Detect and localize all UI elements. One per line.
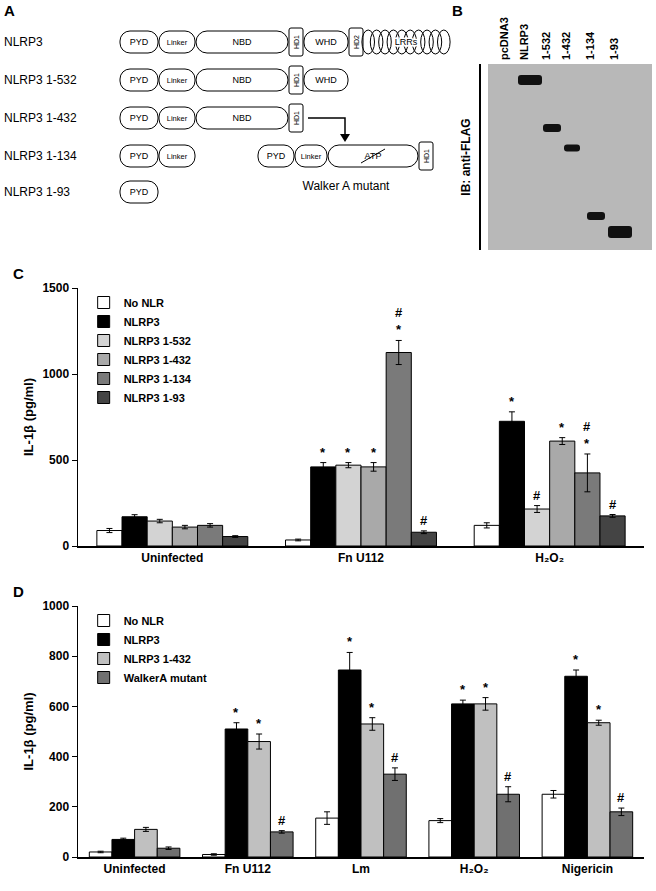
svg-text:*: *: [233, 705, 239, 720]
svg-text:NLRP3 1-432: NLRP3 1-432: [4, 111, 77, 125]
svg-text:Fn U112: Fn U112: [338, 551, 384, 565]
svg-text:400: 400: [49, 750, 69, 764]
svg-text:PYD: PYD: [130, 187, 149, 197]
svg-text:Uninfected: Uninfected: [104, 862, 166, 876]
svg-text:NLRP3: NLRP3: [124, 316, 160, 328]
svg-text:#*: #*: [395, 305, 403, 337]
svg-text:Lm: Lm: [352, 862, 370, 876]
svg-text:800: 800: [49, 649, 69, 663]
svg-text:IL-1β (pg/ml): IL-1β (pg/ml): [21, 378, 36, 456]
svg-text:PYD: PYD: [130, 113, 149, 123]
svg-text:*: *: [347, 634, 353, 649]
svg-text:NLRP3 1-93: NLRP3 1-93: [4, 185, 70, 199]
svg-text:No NLR: No NLR: [124, 615, 164, 627]
svg-text:1-93: 1-93: [608, 38, 620, 60]
svg-text:0: 0: [62, 850, 69, 864]
svg-text:PYD: PYD: [130, 151, 149, 161]
svg-text:#: #: [420, 513, 428, 528]
svg-text:WalkerA mutant: WalkerA mutant: [124, 672, 207, 684]
svg-text:Linker: Linker: [167, 76, 188, 85]
svg-text:*: *: [483, 680, 489, 695]
svg-text:*: *: [320, 445, 326, 460]
svg-text:Linker: Linker: [301, 152, 322, 161]
svg-text:Fn U112: Fn U112: [225, 862, 271, 876]
svg-text:D: D: [13, 583, 24, 600]
svg-text:NLRP3: NLRP3: [518, 24, 530, 60]
svg-text:0: 0: [62, 539, 69, 553]
svg-text:LRRs: LRRs: [395, 37, 418, 47]
svg-text:H₂O₂: H₂O₂: [460, 862, 489, 876]
svg-text:*: *: [509, 394, 515, 409]
svg-text:ATP: ATP: [364, 151, 382, 161]
svg-text:WHD: WHD: [315, 37, 337, 47]
svg-text:#: #: [278, 813, 286, 828]
svg-text:Uninfected: Uninfected: [141, 551, 203, 565]
svg-text:#: #: [609, 497, 617, 512]
svg-text:*: *: [460, 682, 466, 697]
svg-text:Linker: Linker: [167, 152, 188, 161]
svg-text:*: *: [256, 716, 262, 731]
svg-text:NLRP3 1-134: NLRP3 1-134: [4, 149, 77, 163]
svg-text:PYD: PYD: [130, 75, 149, 85]
svg-text:1000: 1000: [42, 599, 69, 613]
svg-text:NLRP3: NLRP3: [124, 634, 160, 646]
svg-text:*: *: [345, 445, 351, 460]
svg-text:B: B: [452, 2, 463, 19]
svg-text:500: 500: [49, 453, 69, 467]
svg-text:PYD: PYD: [267, 151, 286, 161]
svg-text:1500: 1500: [42, 281, 69, 295]
svg-text:NBD: NBD: [232, 37, 252, 47]
svg-text:NBD: NBD: [232, 75, 252, 85]
svg-text:PYD: PYD: [130, 37, 149, 47]
svg-text:600: 600: [49, 700, 69, 714]
svg-text:*: *: [369, 700, 375, 715]
svg-text:200: 200: [49, 800, 69, 814]
svg-text:*: *: [573, 652, 579, 667]
svg-text:HD1: HD1: [293, 73, 300, 87]
svg-text:#: #: [391, 750, 399, 765]
svg-text:C: C: [13, 265, 24, 282]
svg-text:No NLR: No NLR: [124, 297, 164, 309]
svg-text:*: *: [596, 702, 602, 717]
svg-text:NLRP3: NLRP3: [4, 35, 43, 49]
svg-text:Linker: Linker: [167, 38, 188, 47]
svg-text:HD2: HD2: [353, 35, 360, 49]
svg-text:#*: #*: [583, 419, 591, 451]
svg-text:1-134: 1-134: [584, 31, 596, 60]
svg-text:NLRP3 1-432: NLRP3 1-432: [124, 653, 191, 665]
svg-text:*: *: [559, 420, 565, 435]
svg-text:HD1: HD1: [423, 149, 430, 163]
svg-text:1000: 1000: [42, 367, 69, 381]
svg-text:NBD: NBD: [232, 113, 252, 123]
svg-text:WHD: WHD: [315, 75, 337, 85]
svg-text:1-432: 1-432: [560, 32, 572, 60]
svg-text:A: A: [4, 2, 15, 19]
svg-text:NLRP3 1-93: NLRP3 1-93: [124, 392, 185, 404]
svg-text:Linker: Linker: [167, 114, 188, 123]
svg-text:#: #: [504, 769, 512, 784]
svg-text:H₂O₂: H₂O₂: [535, 551, 564, 565]
svg-text:NLRP3 1-532: NLRP3 1-532: [4, 73, 77, 87]
svg-text:HD1: HD1: [293, 111, 300, 125]
svg-text:*: *: [371, 445, 377, 460]
svg-text:HD1: HD1: [293, 35, 300, 49]
svg-text:Nigericin: Nigericin: [562, 862, 613, 876]
svg-text:IL-1β (pg/ml): IL-1β (pg/ml): [21, 693, 36, 771]
svg-text:pcDNA3: pcDNA3: [498, 17, 510, 60]
svg-text:NLRP3 1-432: NLRP3 1-432: [124, 354, 191, 366]
svg-text:NLRP3 1-532: NLRP3 1-532: [124, 335, 191, 347]
svg-text:#: #: [617, 790, 625, 805]
svg-text:NLRP3 1-134: NLRP3 1-134: [124, 373, 192, 385]
svg-text:1-532: 1-532: [540, 32, 552, 60]
svg-text:#: #: [533, 488, 541, 503]
svg-text:Walker A mutant: Walker A mutant: [303, 179, 391, 193]
svg-text:IB: anti-FLAG: IB: anti-FLAG: [459, 118, 473, 195]
